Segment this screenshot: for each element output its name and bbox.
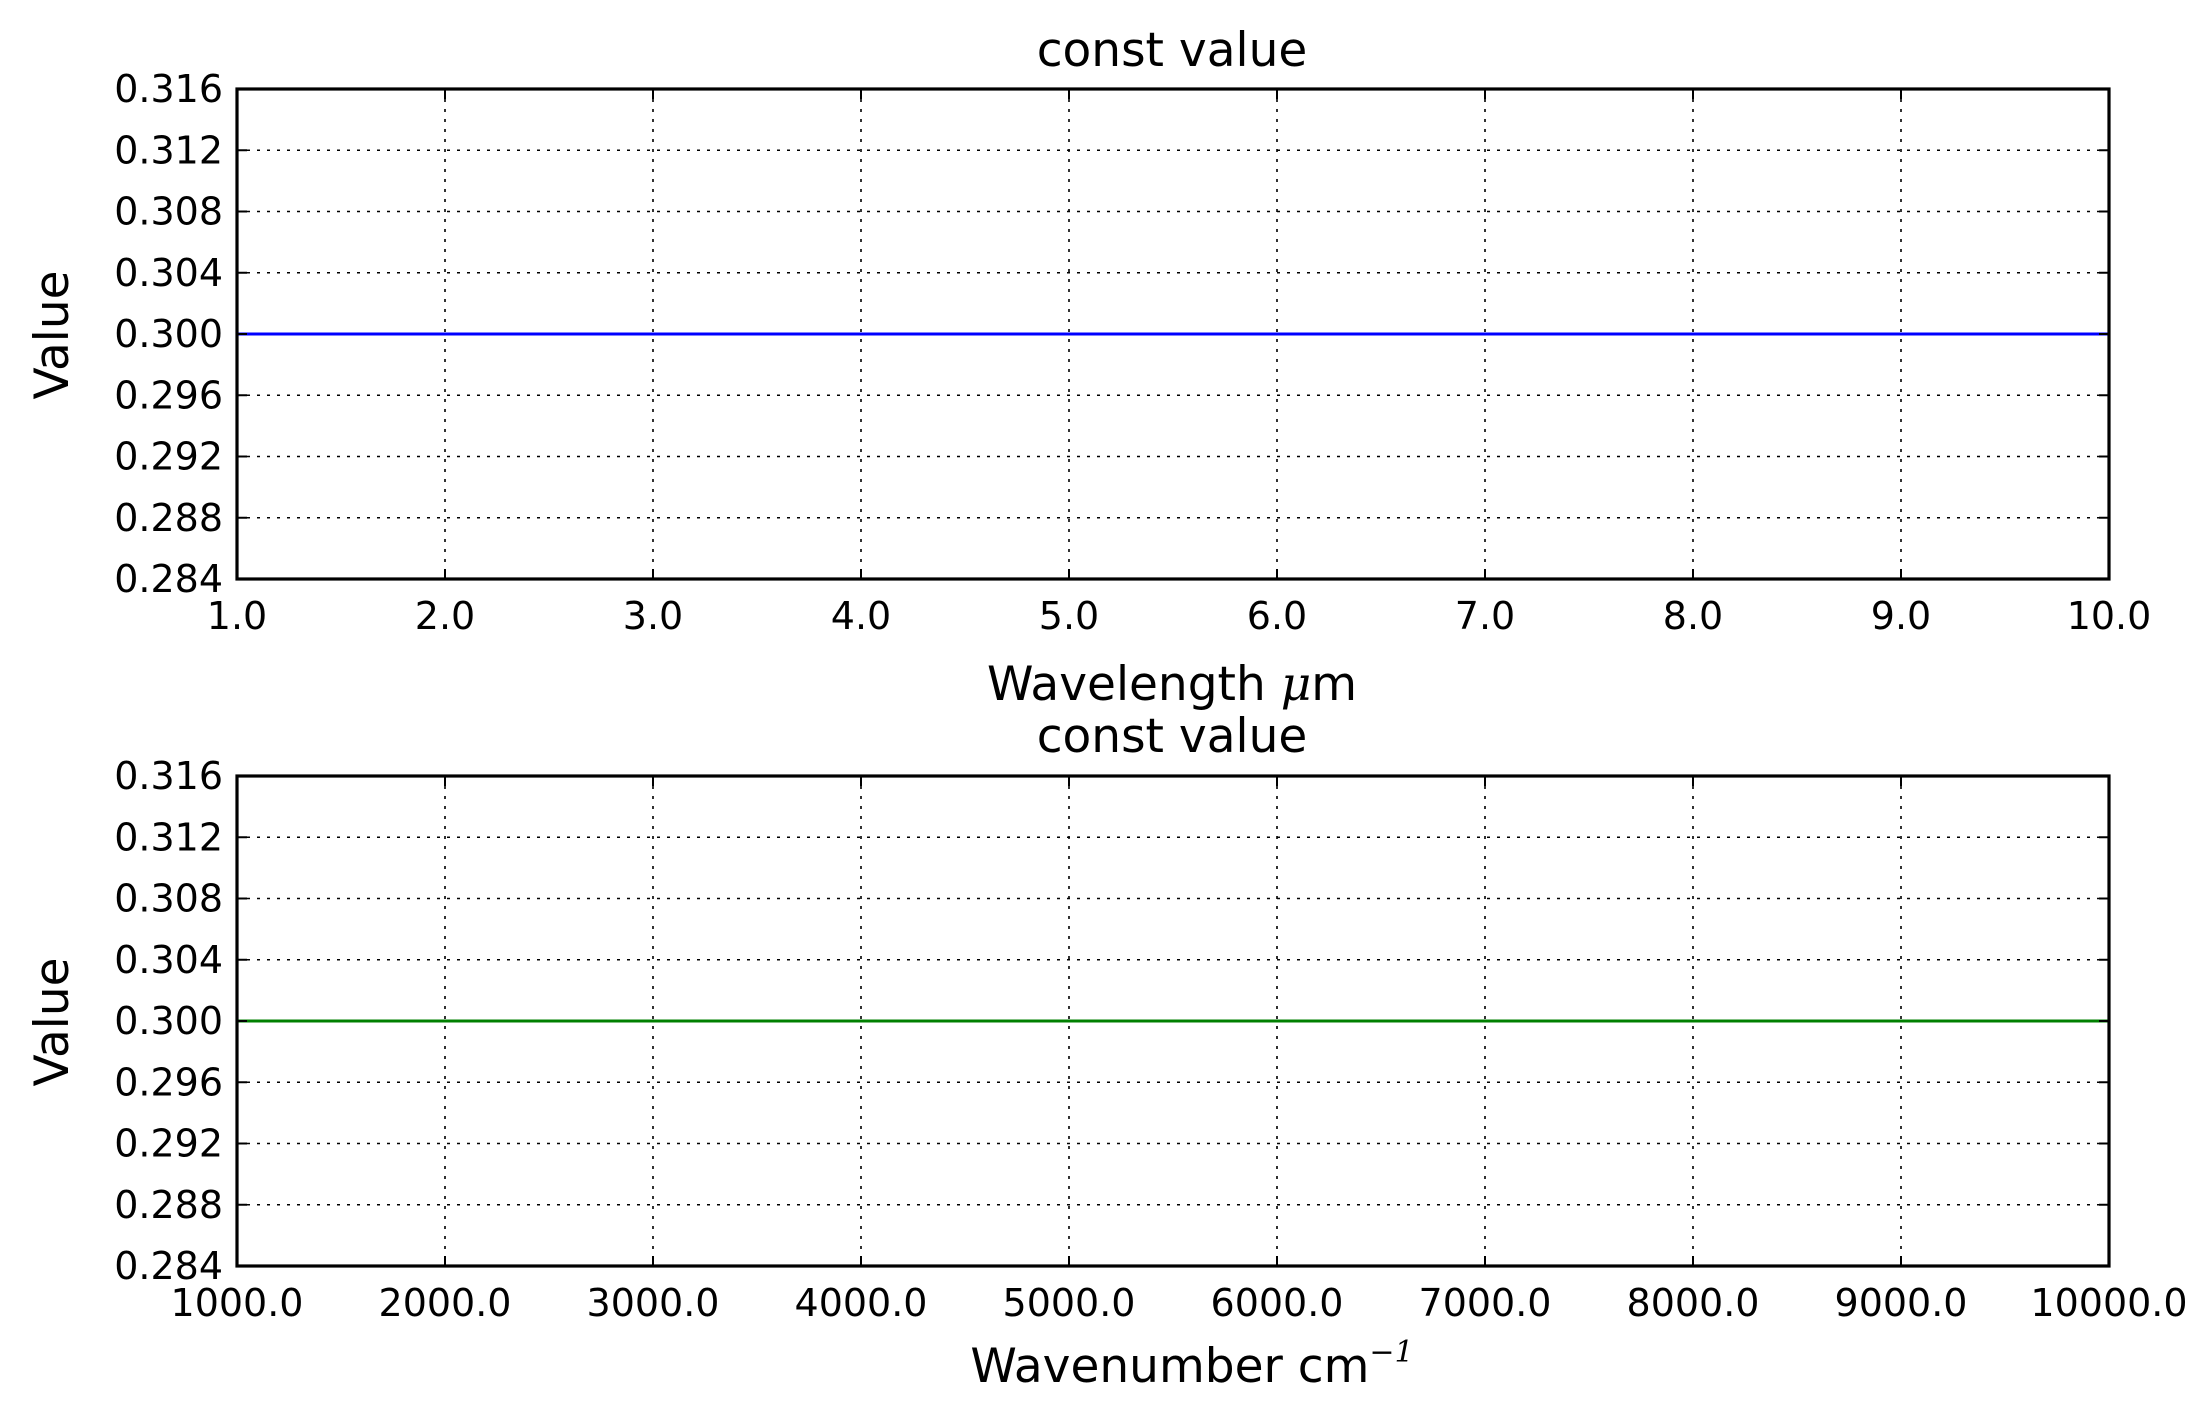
top-y-tick-label: 0.296 <box>114 373 223 417</box>
bottom-chart-title: const value <box>1037 709 1308 764</box>
top-y-tick-label: 0.316 <box>114 67 223 111</box>
top-x-tick-label: 1.0 <box>207 594 267 638</box>
top-chart-title: const value <box>1037 23 1308 78</box>
top-x-axis-label-main: Wavelength <box>987 657 1281 712</box>
bottom-subplot: const value 0.284 0.288 0.292 0.296 0.300 0.3… <box>25 709 2188 1394</box>
top-y-tick-label: 0.308 <box>114 190 223 234</box>
bottom-y-tick-label: 0.296 <box>114 1060 223 1104</box>
bottom-y-tick-label: 0.292 <box>114 1122 223 1166</box>
bottom-x-tick-label: 3000.0 <box>587 1281 720 1325</box>
bottom-y-tick-label: 0.288 <box>114 1183 223 1227</box>
bottom-y-axis-label: Value <box>25 957 80 1086</box>
bottom-y-tick-label: 0.300 <box>114 999 223 1043</box>
top-y-tick-label: 0.304 <box>114 251 223 295</box>
bottom-x-tick-label: 8000.0 <box>1627 1281 1760 1325</box>
bottom-y-tick-label: 0.308 <box>114 877 223 921</box>
top-x-tick-labels: 1.0 2.0 3.0 4.0 5.0 6.0 7.0 8.0 9.0 10.0 <box>207 594 2152 638</box>
top-y-tick-label: 0.288 <box>114 496 223 540</box>
bottom-x-axis-label-superscript: −1 <box>1369 1335 1413 1370</box>
bottom-x-tick-label: 4000.0 <box>795 1281 928 1325</box>
top-y-tick-label: 0.292 <box>114 435 223 479</box>
top-y-tick-label: 0.300 <box>114 312 223 356</box>
top-y-axis-label: Value <box>25 270 80 399</box>
top-x-tick-label: 7.0 <box>1455 594 1515 638</box>
bottom-y-tick-label: 0.304 <box>114 938 223 982</box>
top-x-tick-label: 8.0 <box>1663 594 1723 638</box>
bottom-y-tick-label: 0.312 <box>114 815 223 859</box>
top-x-tick-label: 10.0 <box>2067 594 2152 638</box>
top-subplot: const value 0.284 0.288 0.292 0.296 0.300 0.3… <box>25 23 2151 712</box>
top-x-axis-label-suffix: m <box>1311 657 1357 712</box>
bottom-x-tick-label: 9000.0 <box>1835 1281 1968 1325</box>
top-y-tick-label: 0.284 <box>114 557 223 601</box>
bottom-x-tick-label: 10000.0 <box>2030 1281 2187 1325</box>
bottom-x-tick-label: 6000.0 <box>1211 1281 1344 1325</box>
bottom-y-tick-labels: 0.284 0.288 0.292 0.296 0.300 0.304 0.308 0.312… <box>114 754 223 1288</box>
bottom-ticks <box>236 775 2110 1267</box>
top-x-axis-label-unit: μ <box>1281 657 1312 712</box>
top-x-tick-label: 2.0 <box>415 594 475 638</box>
top-x-axis-label: Wavelength μm <box>987 657 1357 712</box>
bottom-y-tick-label: 0.316 <box>114 754 223 798</box>
top-x-tick-label: 9.0 <box>1871 594 1931 638</box>
bottom-x-tick-label: 7000.0 <box>1419 1281 1552 1325</box>
top-x-tick-label: 3.0 <box>623 594 683 638</box>
bottom-x-tick-label: 1000.0 <box>171 1281 304 1325</box>
bottom-x-axis-label-main: Wavenumber cm <box>970 1339 1369 1394</box>
top-y-tick-label: 0.312 <box>114 128 223 172</box>
bottom-x-tick-labels: 1000.0 2000.0 3000.0 4000.0 5000.0 6000.0 7000… <box>171 1281 2188 1325</box>
bottom-x-axis-label: Wavenumber cm−1 <box>970 1335 1413 1394</box>
bottom-x-tick-label: 2000.0 <box>379 1281 512 1325</box>
top-x-tick-label: 6.0 <box>1247 594 1307 638</box>
top-x-tick-label: 4.0 <box>831 594 891 638</box>
top-y-tick-labels: 0.284 0.288 0.292 0.296 0.300 0.304 0.308 0.312… <box>114 67 223 601</box>
bottom-y-tick-label: 0.284 <box>114 1244 223 1288</box>
top-x-tick-label: 5.0 <box>1039 594 1099 638</box>
bottom-x-tick-label: 5000.0 <box>1003 1281 1136 1325</box>
top-ticks <box>236 88 2110 580</box>
